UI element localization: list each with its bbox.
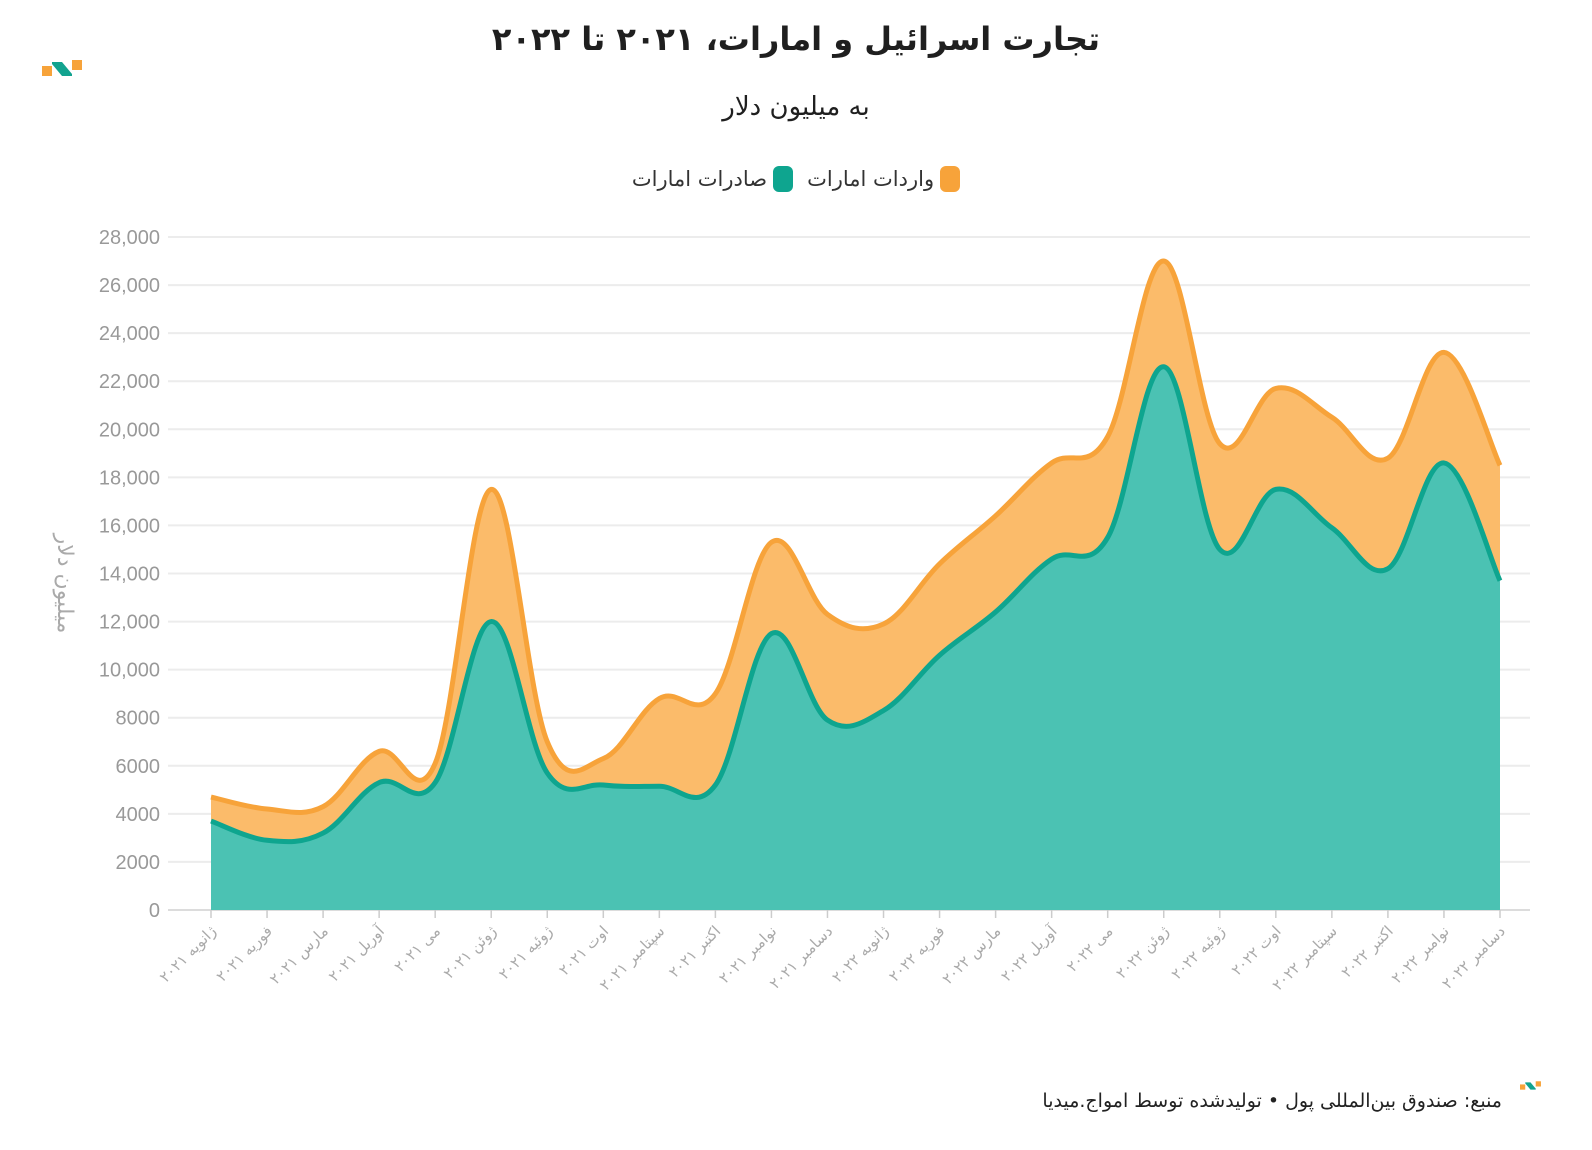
amwaj-logo-icon [42,60,82,76]
x-tick-label: می ۲۰۲۲ [1063,922,1116,975]
x-tick-label: می ۲۰۲۱ [391,922,444,975]
y-tick-label: 18,000 [99,467,160,489]
x-tick-label: اوت ۲۰۲۱ [555,922,612,979]
y-axis-label: میلیون دلار [52,533,77,634]
legend-label-imports: واردات امارات [807,167,935,191]
x-tick-label: ژانویه ۲۰۲۲ [828,922,892,986]
x-tick-label: اکتبر ۲۰۲۱ [665,922,724,981]
x-tick-label: ژوئیه ۲۰۲۲ [1168,922,1229,983]
exports-area[interactable] [211,366,1500,910]
x-tick-label: اوت ۲۰۲۲ [1228,922,1285,979]
y-tick-label: 10,000 [99,660,160,682]
legend-item-exports[interactable]: صادرات امارات [631,166,794,192]
y-tick-label: 26,000 [99,275,160,297]
y-tick-label: 24,000 [99,323,160,345]
chart-areas [210,258,1503,910]
y-tick-label: 14,000 [99,564,160,586]
legend-swatch-imports [940,166,961,192]
legend-swatch-exports [773,166,794,192]
legend-label-exports: صادرات امارات [631,167,768,191]
x-tick-label: آوریل ۲۰۲۲ [997,922,1061,986]
exports-series-line [210,364,1503,845]
x-tick-label: اکتبر ۲۰۲۲ [1338,922,1397,981]
y-tick-label: 28,000 [99,227,160,249]
y-tick-label: 8000 [116,708,161,730]
x-tick-label: ژوئن ۲۰۲۱ [440,922,500,982]
chart-subtitle: به میلیون دلار [722,92,870,122]
x-tick-label: مارس ۲۰۲۲ [939,922,1005,988]
x-tick-label: مارس ۲۰۲۱ [266,922,332,988]
y-tick-label: 22,000 [99,371,160,393]
y-tick-label: 16,000 [99,515,160,537]
y-tick-label: 4000 [116,804,161,826]
imports-series-line [210,258,1503,815]
footer-logo-icon [1520,1081,1541,1090]
y-tick-label: 0 [149,900,160,922]
legend: واردات امارات صادرات امارات [0,166,1592,192]
chart-title: تجارت اسرائیل و امارات، ۲۰۲۱ تا ۲۰۲۲ [491,20,1101,58]
y-tick-label: 2000 [116,852,161,874]
y-tick-label: 12,000 [99,612,160,634]
y-axis-ticks: 0 2000 4000 6000 8000 10,000 12,000 14,000 16,00… [99,227,160,922]
source-note: منبع: صندوق بین‌المللی پول • تولیدشده تو… [1042,1090,1502,1112]
legend-item-imports[interactable]: واردات امارات [807,166,961,192]
y-tick-label: 6000 [116,756,161,778]
x-tick-label: ژوئن ۲۰۲۲ [1112,922,1172,982]
x-tick-label: آوریل ۲۰۲۱ [325,922,389,986]
x-tick-label: ژوئیه ۲۰۲۱ [495,922,556,983]
x-tick-label: ژانویه ۲۰۲۱ [156,922,220,986]
y-tick-label: 20,000 [99,419,160,441]
